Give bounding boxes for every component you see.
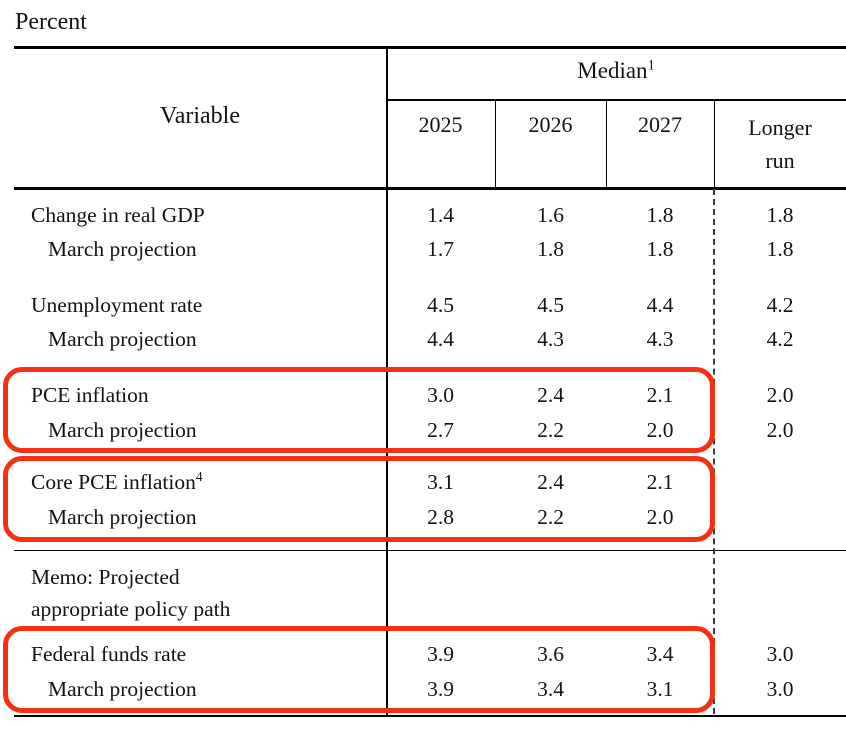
table-row-core-pce-march: March projection 2.8 2.2 2.0 xyxy=(14,500,846,534)
header-divider-2025-2026 xyxy=(495,99,497,188)
value-2027: 2.0 xyxy=(646,418,674,442)
row-label: March projection xyxy=(48,505,197,529)
variable-header-label: Variable xyxy=(160,103,240,129)
row-label: Change in real GDP xyxy=(31,203,205,227)
year-header-2027: 2027 xyxy=(638,112,682,137)
value-2026: 3.6 xyxy=(537,642,564,666)
longer-run-header: Longer run xyxy=(714,111,846,177)
highlight-box-pce-inflation xyxy=(3,367,715,453)
value-2025: 2.7 xyxy=(427,418,454,442)
row-label: Core PCE inflation4 xyxy=(31,465,203,499)
value-2025: 3.0 xyxy=(427,383,454,407)
row-label: March projection xyxy=(48,237,197,261)
value-2026: 4.3 xyxy=(537,327,564,351)
core-pce-footnote-marker: 4 xyxy=(195,468,203,484)
value-longer-run: 2.0 xyxy=(766,418,794,442)
row-label: PCE inflation xyxy=(31,383,149,407)
units-label: Percent xyxy=(15,9,87,35)
value-2025: 2.8 xyxy=(427,505,454,529)
value-2026: 1.6 xyxy=(537,203,564,227)
header-divider-2026-2027 xyxy=(606,99,608,188)
year-header-2026: 2026 xyxy=(528,112,573,137)
value-2026: 2.2 xyxy=(537,505,564,529)
median-column-group-header: Median1 xyxy=(386,56,846,86)
table-bottom-rule xyxy=(14,714,846,718)
row-label: March projection xyxy=(48,327,197,351)
table-row-pce-inflation-march: March projection 2.7 2.2 2.0 2.0 xyxy=(14,413,846,447)
value-longer-run: 1.8 xyxy=(766,203,794,227)
value-longer-run: 2.0 xyxy=(766,383,794,407)
value-2025: 3.9 xyxy=(427,642,454,666)
year-header-2025: 2025 xyxy=(418,112,463,137)
memo-separator-rule xyxy=(14,550,846,552)
variable-column-header: Variable xyxy=(14,46,386,187)
table-row-unemployment-march: March projection 4.4 4.3 4.3 4.2 xyxy=(14,322,846,356)
table-row-pce-inflation: PCE inflation 3.0 2.4 2.1 2.0 xyxy=(14,378,846,412)
table-row-gdp-march: March projection 1.7 1.8 1.8 1.8 xyxy=(14,232,846,266)
memo-line-2: appropriate policy path xyxy=(31,597,231,621)
table-row-core-pce-inflation: Core PCE inflation4 3.1 2.4 2.1 xyxy=(14,465,846,499)
value-longer-run: 1.8 xyxy=(766,237,794,261)
value-2027: 3.4 xyxy=(646,642,674,666)
value-longer-run: 4.2 xyxy=(766,293,794,317)
value-2027: 3.1 xyxy=(646,677,674,701)
value-2027: 1.8 xyxy=(646,203,674,227)
value-2025: 1.7 xyxy=(427,237,454,261)
value-2026: 2.4 xyxy=(537,470,564,494)
table-row-federal-funds-rate: Federal funds rate 3.9 3.6 3.4 3.0 xyxy=(14,637,846,671)
longer-run-header-line1: Longer xyxy=(748,115,812,140)
row-label: March projection xyxy=(48,418,197,442)
row-label: March projection xyxy=(48,677,197,701)
value-2025: 4.4 xyxy=(427,327,454,351)
value-2025: 3.9 xyxy=(427,677,454,701)
value-2026: 2.2 xyxy=(537,418,564,442)
value-2027: 4.4 xyxy=(646,293,674,317)
table-top-rule xyxy=(14,46,846,49)
value-2026: 4.5 xyxy=(537,293,564,317)
value-2027: 2.0 xyxy=(646,505,674,529)
value-2027: 2.1 xyxy=(646,383,674,407)
highlight-box-core-pce-inflation xyxy=(3,456,715,542)
value-2026: 3.4 xyxy=(537,677,564,701)
row-label: Unemployment rate xyxy=(31,293,203,317)
value-2027: 1.8 xyxy=(646,237,674,261)
value-2026: 1.8 xyxy=(537,237,564,261)
median-header-label: Median xyxy=(577,58,648,83)
longer-run-header-line2: run xyxy=(765,148,795,173)
table-row-gdp: Change in real GDP 1.4 1.6 1.8 1.8 xyxy=(14,198,846,232)
value-2027: 4.3 xyxy=(646,327,674,351)
value-longer-run: 3.0 xyxy=(766,642,794,666)
value-2025: 1.4 xyxy=(427,203,454,227)
median-footnote-marker: 1 xyxy=(647,57,655,74)
longer-run-dashed-divider xyxy=(713,189,715,714)
header-divider-longer-run xyxy=(714,99,716,188)
value-2025: 4.5 xyxy=(427,293,454,317)
header-bottom-rule xyxy=(14,187,846,190)
table-row-federal-funds-march: March projection 3.9 3.4 3.1 3.0 xyxy=(14,672,846,706)
value-2026: 2.4 xyxy=(537,383,564,407)
value-longer-run: 3.0 xyxy=(766,677,794,701)
row-label: Federal funds rate xyxy=(31,642,187,666)
row-label-text: Core PCE inflation xyxy=(31,470,196,494)
value-2027: 2.1 xyxy=(646,470,674,494)
memo-line-1: Memo: Projected xyxy=(31,565,180,589)
value-longer-run: 4.2 xyxy=(766,327,794,351)
value-2025: 3.1 xyxy=(427,470,454,494)
highlight-box-federal-funds-rate xyxy=(3,626,715,713)
median-underline-rule xyxy=(386,99,846,101)
variable-column-divider xyxy=(386,46,388,717)
table-row-unemployment: Unemployment rate 4.5 4.5 4.4 4.2 xyxy=(14,288,846,322)
